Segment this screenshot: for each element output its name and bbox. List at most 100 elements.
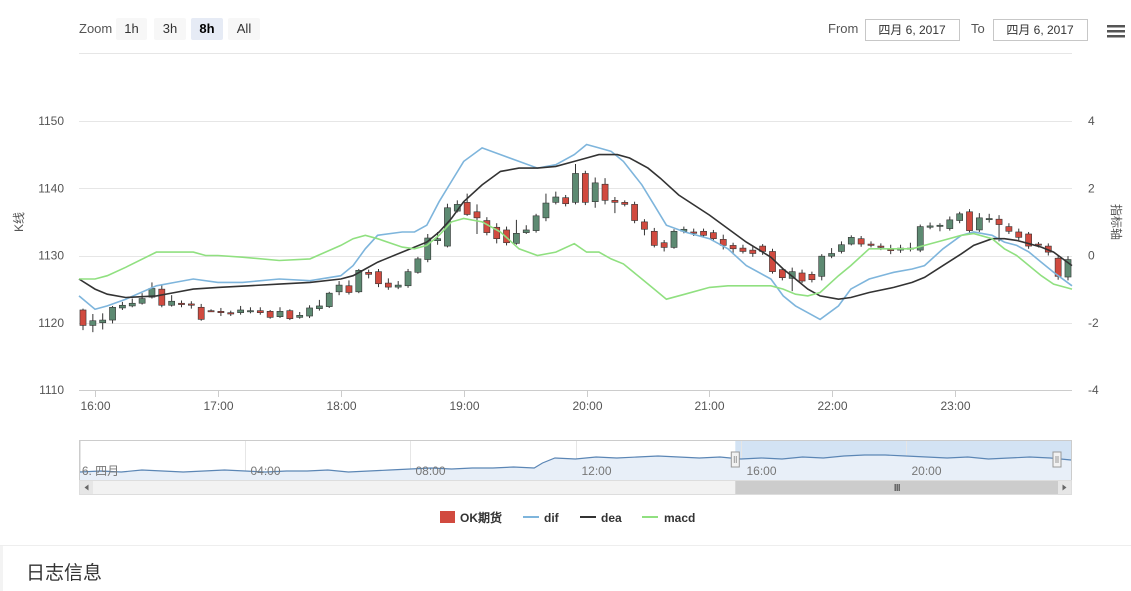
candle-body [749, 249, 757, 254]
candlestick-series [79, 164, 1072, 333]
candle [621, 200, 629, 207]
zoom-label: Zoom [79, 21, 112, 36]
candle-body [956, 213, 964, 221]
candle [473, 204, 481, 234]
candle [513, 219, 520, 245]
to-date-input[interactable]: 四月 6, 2017 [993, 19, 1088, 41]
candle-body [887, 249, 895, 251]
candle-body [631, 204, 638, 221]
candle [375, 268, 382, 288]
candle [394, 281, 402, 290]
range-selector: Zoom 1h 3h 8h All [79, 18, 260, 40]
candle [552, 191, 560, 205]
scrollbar-grip-icon [894, 484, 900, 491]
y-axis-right: -4 -2 0 2 4 [1088, 114, 1099, 397]
candle-body [788, 271, 796, 279]
candle-body [247, 310, 254, 313]
candle-body [89, 320, 97, 326]
candle-body [266, 311, 274, 318]
candle [729, 242, 737, 255]
candle-body [798, 272, 806, 282]
from-label: From [828, 21, 858, 36]
candle [631, 201, 638, 224]
date-range-inputs: From 四月 6, 2017 To 四月 6, 2017 [828, 19, 1088, 41]
candle-body [818, 255, 826, 277]
candle-body [286, 310, 294, 320]
candle [128, 298, 136, 308]
candle-body [404, 271, 412, 287]
y-tick-label-right: 2 [1088, 181, 1095, 195]
candle-body [375, 271, 382, 285]
candle [207, 309, 215, 313]
candle [197, 303, 205, 321]
candle [522, 225, 530, 234]
legend-item-ok-futures[interactable]: OK期货 [440, 510, 502, 525]
scrollbar-left-arrow[interactable] [80, 481, 93, 494]
candle-body [109, 306, 116, 321]
scrollbar-right-arrow[interactable] [1058, 481, 1071, 494]
y-tick-label-left: 1140 [38, 181, 64, 195]
navigator-handle-left[interactable] [730, 451, 740, 468]
x-tick-label: 19:00 [449, 399, 479, 413]
candle [286, 309, 294, 321]
candle-body [1064, 259, 1072, 278]
candle [227, 310, 235, 317]
candle [601, 178, 609, 205]
legend-item-macd[interactable]: macd [642, 511, 695, 525]
candle-body [552, 196, 560, 203]
candle-body [975, 217, 983, 231]
candle [847, 235, 855, 246]
svg-text:1h: 1h [124, 21, 138, 36]
navigator[interactable]: 6. 四月 04:00 08:00 12:00 16:00 20:00 [79, 440, 1072, 481]
candle-body [995, 218, 1003, 225]
candle-body [621, 202, 629, 205]
candle [247, 307, 254, 314]
candle [306, 305, 313, 319]
hamburger-icon[interactable] [1104, 20, 1131, 42]
candle [138, 293, 146, 305]
zoom-button-3h[interactable]: 3h [154, 18, 186, 40]
svg-text:3h: 3h [163, 21, 177, 36]
from-date-input[interactable]: 四月 6, 2017 [865, 19, 960, 41]
dif-line [78, 143, 1073, 321]
candle [562, 194, 570, 207]
candle-body [660, 242, 668, 248]
zoom-button-all[interactable]: All [228, 18, 260, 40]
candle-body [394, 284, 402, 288]
candle-body [99, 319, 107, 324]
zoom-button-8h[interactable]: 8h [191, 18, 223, 40]
candle [256, 307, 264, 315]
legend-item-dea[interactable]: dea [580, 511, 622, 525]
navigator-label: 04:00 [250, 464, 280, 478]
candle [670, 229, 678, 249]
candle [857, 235, 865, 247]
candle-body [119, 304, 126, 309]
legend-item-dif[interactable]: dif [523, 511, 560, 525]
candle-body [739, 247, 747, 252]
candle [818, 254, 826, 281]
candle [168, 295, 176, 307]
candle-body [384, 282, 392, 288]
svg-text:四月 6, 2017: 四月 6, 2017 [1006, 23, 1074, 37]
candle [335, 281, 343, 296]
candle-body [926, 225, 934, 228]
candle [641, 219, 648, 236]
candle [966, 209, 973, 234]
candle [749, 245, 757, 257]
navigator-scrollbar[interactable] [79, 480, 1072, 495]
svg-text:dea: dea [601, 511, 622, 525]
candle [591, 177, 599, 208]
navigator-handle-right[interactable] [1052, 451, 1062, 468]
candle-body [493, 226, 501, 239]
candle [995, 215, 1003, 242]
candle-body [168, 300, 176, 306]
y-tick-label-right: 0 [1088, 249, 1095, 263]
candle-body [650, 230, 658, 246]
candle [384, 278, 392, 290]
candle-body [808, 274, 816, 281]
handle-body [730, 451, 740, 468]
zoom-button-1h[interactable]: 1h [116, 18, 147, 40]
candle [956, 211, 964, 224]
x-tick-label: 17:00 [203, 399, 233, 413]
candle [798, 269, 806, 284]
